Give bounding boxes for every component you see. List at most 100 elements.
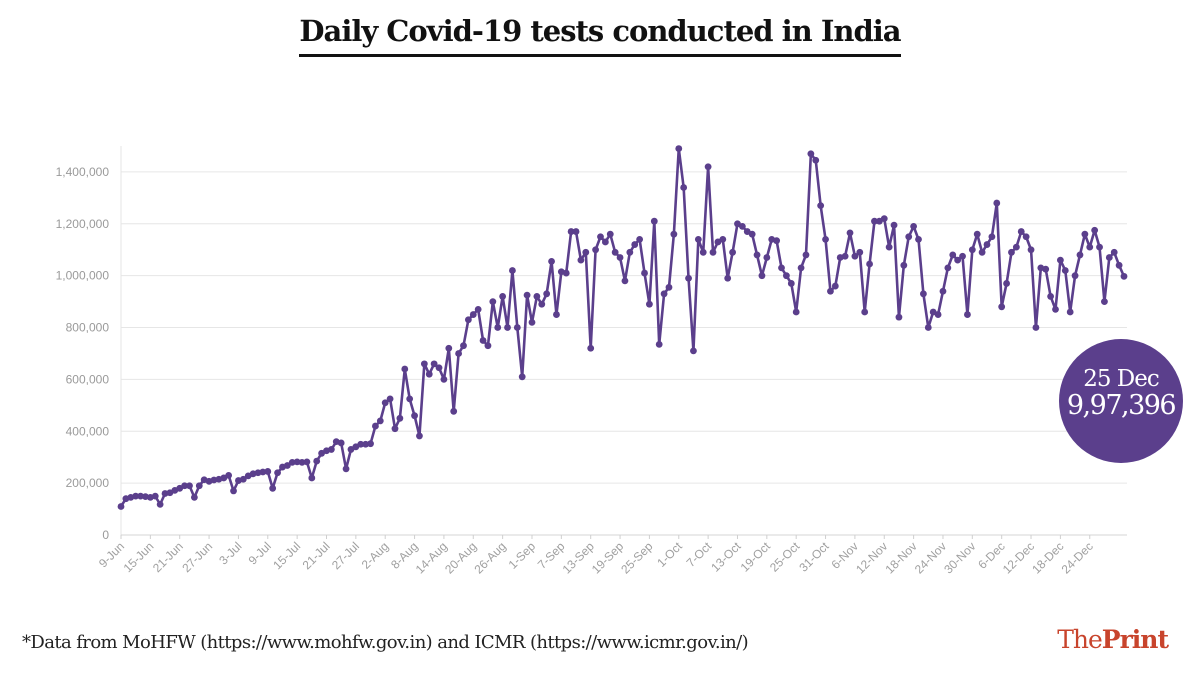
data-point [386,395,394,403]
data-point [949,251,957,259]
data-point [1110,248,1118,256]
data-point [137,492,144,500]
data-point [601,238,609,246]
x-tick-label: 12-Nov [853,539,890,576]
data-point [597,233,604,241]
data-point [763,254,771,261]
data-point [685,274,692,282]
data-point [1071,272,1079,280]
data-point [469,311,477,318]
data-point [225,471,233,479]
x-tick-label: 30-Nov [941,539,978,576]
data-point [905,233,913,241]
data-point [959,252,966,260]
x-tick-label: 2-Aug [359,539,392,572]
data-point [846,229,854,237]
data-point [587,344,595,352]
data-point [988,233,996,241]
data-point [1042,265,1050,273]
data-point [802,251,810,259]
data-point [665,283,673,291]
data-point [978,248,986,256]
data-point [1086,243,1094,251]
x-tick-label: 25-Sep [618,539,655,576]
data-point [650,217,658,225]
x-tick-label: 27-Jun [179,539,215,575]
data-point [1120,272,1128,280]
data-point [915,235,922,243]
data-point [880,215,888,223]
data-point [1101,298,1108,305]
x-tick-label: 20-Aug [442,539,479,576]
data-point [924,324,932,331]
data-point [401,365,409,373]
y-tick-label: 1,400,000 [56,165,110,179]
y-tick-label: 1,200,000 [56,217,110,231]
x-tick-label: 24-Dec [1059,539,1096,576]
data-point [778,264,785,272]
x-tick-label: 31-Oct [796,539,832,575]
data-point [523,291,531,299]
x-tick-label: 19-Oct [738,539,774,575]
data-point [396,414,404,422]
data-point [1012,243,1020,251]
data-point [391,425,399,433]
chart-title-wrap: Daily Covid-19 tests conducted in India [0,14,1200,57]
data-point [738,222,746,230]
data-point [1057,256,1064,264]
data-point [1017,228,1025,235]
x-tick-label: 1-Sep [506,539,539,572]
data-point [934,311,942,318]
x-tick-label: 21-Jun [150,539,186,575]
callout-value: 9,97,396 [1066,390,1177,421]
data-point [871,217,878,225]
x-tick-label: 1-Oct [654,539,685,570]
data-point [411,412,418,420]
data-point [1061,267,1069,274]
data-point [655,340,663,348]
y-tick-label: 0 [102,528,109,542]
data-point [293,458,301,466]
data-point [1022,233,1030,241]
data-point [920,290,927,298]
data-point [675,145,683,152]
x-tick-label: 21-Jul [300,539,333,572]
data-point [420,360,428,368]
data-point [151,492,159,500]
data-point [1032,324,1040,331]
data-point [787,280,795,287]
data-point [973,230,981,238]
data-point [606,230,614,238]
data-point [435,364,443,372]
data-point [866,260,873,268]
data-point [313,457,321,465]
data-point [156,501,164,508]
data-point [494,324,502,331]
data-point [577,256,585,264]
data-point [690,347,697,355]
data-point [910,222,918,230]
data-point [660,290,668,298]
y-axis-ticks: 0 200,000 400,000 600,000 800,000 1,000,000 1,… [56,165,110,542]
data-point [533,293,541,300]
latest-value-callout: 25 Dec 9,97,396 [1059,339,1183,463]
x-tick-label: 27-Jul [329,539,362,572]
data-point [572,228,580,235]
data-point [1076,251,1084,259]
data-point [822,235,829,243]
data-point [592,246,599,254]
data-point [562,269,570,277]
data-point [1105,254,1113,261]
x-tick-label: 25-Oct [767,539,803,575]
data-point [518,373,526,381]
x-tick-label: 15-Jul [270,539,303,572]
data-point [954,256,962,264]
x-tick-label: 3-Jul [216,539,244,567]
source-footnote: *Data from MoHFW (https://www.mohfw.gov.… [22,632,749,653]
x-tick-label: 19-Sep [589,539,626,576]
data-point [631,241,639,248]
data-point [484,342,492,350]
data-point [509,267,516,274]
data-point [567,228,575,235]
